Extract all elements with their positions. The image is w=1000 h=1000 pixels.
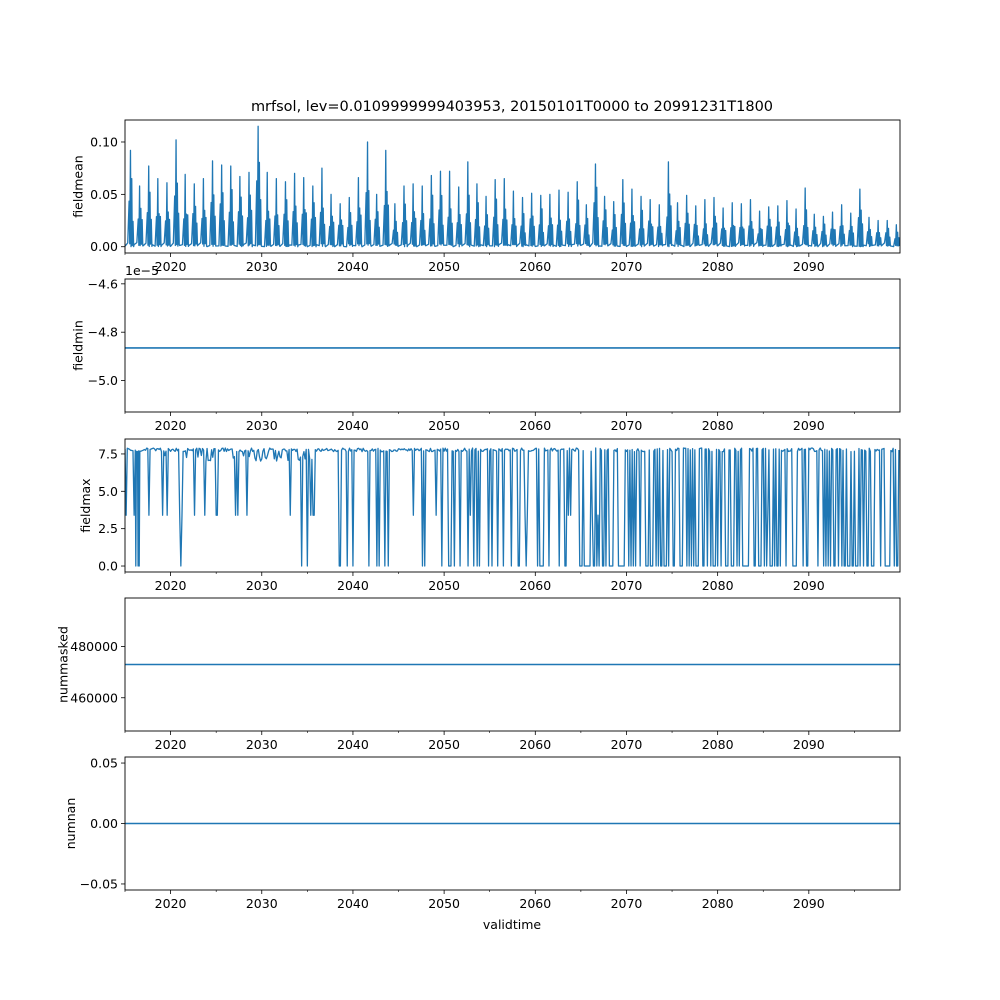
chart-title: mrfsol, lev=0.0109999999403953, 20150101… [251,99,773,115]
nummasked-y-axis-label: nummasked [55,626,70,703]
fieldmax-y-tick-label: 2.5 [98,521,118,536]
fieldmin-y-tick-label: −4.8 [88,325,118,340]
fieldmax-y-tick-label: 5.0 [98,484,118,499]
subplots: 2020 2030 2040 2050 2060 2070 2080 20900.000.05… [55,119,901,911]
nummasked-x-tick-label: 2040 [337,737,369,752]
fieldmin-x-tick-label: 2040 [337,418,369,433]
fieldmax-series-line [125,447,900,567]
fieldmin-x-tick-label: 2090 [793,418,825,433]
fieldmean-x-tick-label: 2070 [611,259,643,274]
fieldmax-axes-frame [124,438,901,573]
fieldmax-x-tick-label: 2060 [519,578,551,593]
numnan-x-tick-label: 2030 [246,896,278,911]
fieldmin-x-tick-label: 2030 [246,418,278,433]
numnan-x-tick-label: 2020 [155,896,187,911]
numnan-y-tick-label: 0.05 [90,756,118,771]
fieldmax-x-tick-label: 2020 [155,578,187,593]
nummasked-x-tick-label: 2050 [428,737,460,752]
fieldmax-y-tick-label: 0.0 [98,559,118,574]
fieldmin-x-tick-label: 2070 [611,418,643,433]
nummasked-x-tick-label: 2080 [702,737,734,752]
nummasked-axes-frame [124,597,901,732]
numnan-x-tick-label: 2050 [428,896,460,911]
fieldmax-x-tick-label: 2090 [793,578,825,593]
fieldmax-y-axis-label: fieldmax [78,478,93,532]
nummasked-y-tick-label: 460000 [70,690,118,705]
fieldmean-axes-frame [124,119,901,254]
fieldmean-y-axis-label: fieldmean [71,155,86,217]
fieldmax-y-tick-label: 7.5 [98,446,118,461]
nummasked-x-tick-label: 2060 [519,737,551,752]
x-axis-label: validtime [483,917,541,932]
subplot-fieldmean: 2020 2030 2040 2050 2060 2070 2080 2090 0.00 0.05… [71,119,901,274]
nummasked-x-tick-label: 2070 [611,737,643,752]
fieldmax-x-tick-label: 2080 [702,578,734,593]
fieldmean-x-tick-label: 2020 [155,259,187,274]
fieldmean-x-tick-label: 2080 [702,259,734,274]
numnan-x-tick-label: 2080 [702,896,734,911]
numnan-y-tick-label: −0.05 [80,876,118,891]
nummasked-y-tick-label: 480000 [70,639,118,654]
numnan-y-tick-label: 0.00 [90,816,118,831]
numnan-y-axis-label: numnan [63,798,78,850]
fieldmean-x-tick-label: 2060 [519,259,551,274]
fieldmean-x-tick-label: 2090 [793,259,825,274]
numnan-x-tick-label: 2040 [337,896,369,911]
fieldmin-x-tick-label: 2080 [702,418,734,433]
fieldmax-x-tick-label: 2030 [246,578,278,593]
nummasked-x-tick-label: 2020 [155,737,187,752]
fieldmin-y-tick-label: −5.0 [88,373,118,388]
numnan-x-tick-label: 2060 [519,896,551,911]
fieldmin-axes-frame [124,278,901,413]
fieldmin-x-tick-label: 2060 [519,418,551,433]
fieldmean-x-tick-label: 2040 [337,259,369,274]
fieldmean-x-tick-label: 2050 [428,259,460,274]
numnan-x-tick-label: 2070 [611,896,643,911]
fieldmean-y-tick-label: 0.05 [90,187,118,202]
subplot-fieldmin: 2020 2030 2040 2050 2060 2070 2080 2090 −5.0 −4.8… [71,263,901,433]
subplot-nummasked: 2020 2030 2040 2050 2060 2070 2080 2090 460000 48… [55,597,901,752]
subplot-fieldmax: 2020 2030 2040 2050 2060 2070 2080 2090 0.0 2.5 5.… [78,438,901,593]
fieldmax-x-tick-label: 2040 [337,578,369,593]
fieldmin-y-axis-label: fieldmin [71,320,86,371]
fieldmean-x-tick-label: 2030 [246,259,278,274]
fieldmean-series-line [125,125,900,248]
fieldmean-y-tick-label: 0.10 [90,134,118,149]
fieldmin-offset-label: 1e−5 [125,263,159,278]
fieldmin-y-tick-label: −4.6 [88,276,118,291]
fieldmax-x-tick-label: 2050 [428,578,460,593]
nummasked-x-tick-label: 2030 [246,737,278,752]
fieldmin-x-tick-label: 2020 [155,418,187,433]
subplot-numnan: 2020 2030 2040 2050 2060 2070 2080 2090 −0.05 0.0… [63,756,901,911]
nummasked-x-tick-label: 2090 [793,737,825,752]
fieldmin-x-tick-label: 2050 [428,418,460,433]
numnan-x-tick-label: 2090 [793,896,825,911]
fieldmax-x-tick-label: 2070 [611,578,643,593]
fieldmean-y-tick-label: 0.00 [90,239,118,254]
